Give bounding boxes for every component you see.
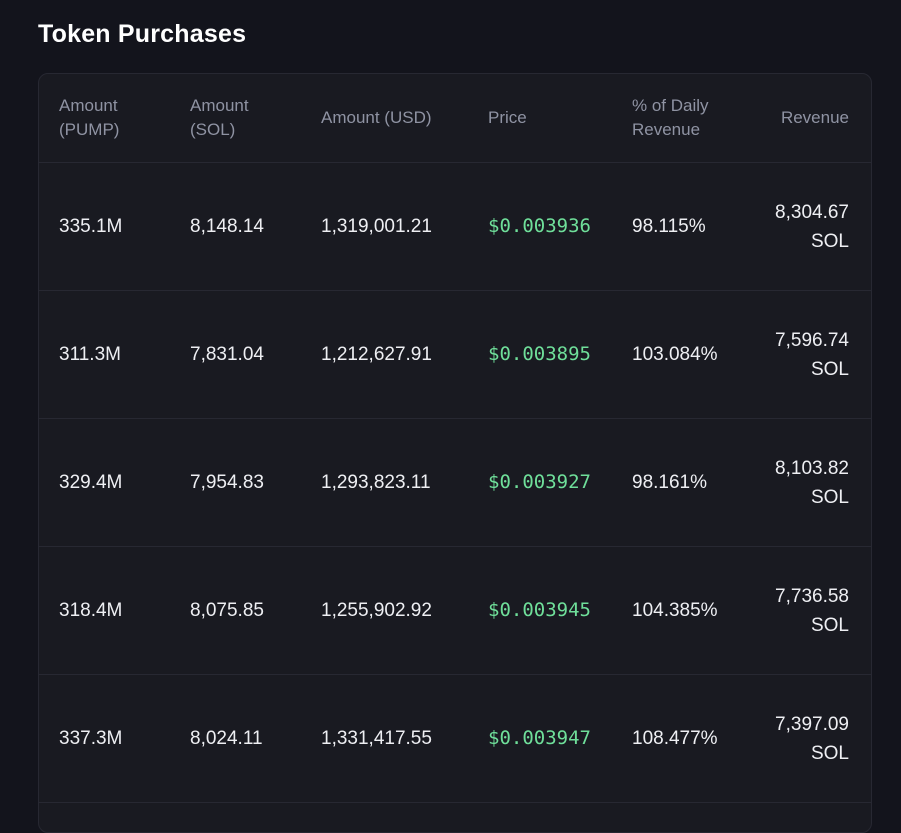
table-row: 337.3M 8,024.11 1,331,417.55 $0.003947 1… <box>39 674 871 803</box>
cell-amount-sol: 8,024.11 <box>190 674 321 803</box>
column-header-line: (SOL) <box>190 120 236 139</box>
column-header-price: Price <box>488 74 632 163</box>
cell-amount-usd: 1,255,902.92 <box>321 546 488 675</box>
column-header-amount-usd: Amount (USD) <box>321 74 488 163</box>
cell-revenue: 8,304.67 SOL <box>774 162 871 291</box>
revenue-value: 8,103.82 <box>775 457 849 479</box>
cell-revenue: 7,736.58 SOL <box>774 546 871 675</box>
table-header-row: Amount (PUMP) Amount (SOL) Amount (USD) … <box>39 74 871 163</box>
cell-price: $0.003947 <box>488 674 632 803</box>
cell-revenue: 7,596.74 SOL <box>774 290 871 419</box>
table-row: 329.4M 7,954.83 1,293,823.11 $0.003927 9… <box>39 418 871 547</box>
cell-revenue: 8,103.82 SOL <box>774 418 871 547</box>
cell-amount-sol: 8,075.85 <box>190 546 321 675</box>
cell-daily-revenue-pct: 98.161% <box>632 418 774 547</box>
column-header-line: Revenue <box>632 120 701 139</box>
cell-amount-usd: 1,319,001.21 <box>321 162 488 291</box>
token-purchases-table-card: Amount (PUMP) Amount (SOL) Amount (USD) … <box>38 73 872 833</box>
revenue-value: 7,397.09 <box>775 713 849 735</box>
column-header-revenue: Revenue <box>774 74 871 163</box>
cell-amount-sol: 7,831.04 <box>190 290 321 419</box>
column-header-line: Amount <box>190 96 249 115</box>
token-purchases-table: Amount (PUMP) Amount (SOL) Amount (USD) … <box>39 74 871 803</box>
revenue-value: 8,304.67 <box>775 201 849 223</box>
column-header-line: Revenue <box>780 108 849 127</box>
cell-daily-revenue-pct: 103.084% <box>632 290 774 419</box>
column-header-amount-sol: Amount (SOL) <box>190 74 321 163</box>
cell-amount-usd: 1,212,627.91 <box>321 290 488 419</box>
cell-amount-pump: 335.1M <box>39 162 190 291</box>
table-row: 311.3M 7,831.04 1,212,627.91 $0.003895 1… <box>39 290 871 419</box>
cell-amount-sol: 8,148.14 <box>190 162 321 291</box>
revenue-value: 7,596.74 <box>775 329 849 351</box>
page-title: Token Purchases <box>38 20 247 48</box>
column-header-line: Amount <box>59 96 118 115</box>
column-header-line: Amount (USD) <box>321 108 432 127</box>
revenue-unit: SOL <box>810 230 849 252</box>
cell-daily-revenue-pct: 104.385% <box>632 546 774 675</box>
column-header-line: % of Daily <box>632 96 709 115</box>
revenue-unit: SOL <box>810 742 849 764</box>
table-row: 318.4M 8,075.85 1,255,902.92 $0.003945 1… <box>39 546 871 675</box>
cell-amount-usd: 1,293,823.11 <box>321 418 488 547</box>
revenue-unit: SOL <box>810 358 849 380</box>
table-row: 335.1M 8,148.14 1,319,001.21 $0.003936 9… <box>39 162 871 291</box>
revenue-unit: SOL <box>810 486 849 508</box>
cell-price: $0.003895 <box>488 290 632 419</box>
cell-price: $0.003945 <box>488 546 632 675</box>
cell-price: $0.003936 <box>488 162 632 291</box>
cell-amount-pump: 337.3M <box>39 674 190 803</box>
cell-amount-pump: 318.4M <box>39 546 190 675</box>
cell-daily-revenue-pct: 98.115% <box>632 162 774 291</box>
revenue-unit: SOL <box>810 614 849 636</box>
cell-amount-pump: 329.4M <box>39 418 190 547</box>
column-header-line: Price <box>488 108 527 127</box>
cell-amount-sol: 7,954.83 <box>190 418 321 547</box>
cell-amount-pump: 311.3M <box>39 290 190 419</box>
column-header-daily-revenue-pct: % of Daily Revenue <box>632 74 774 163</box>
revenue-value: 7,736.58 <box>775 585 849 607</box>
cell-daily-revenue-pct: 108.477% <box>632 674 774 803</box>
column-header-amount-pump: Amount (PUMP) <box>39 74 190 163</box>
column-header-line: (PUMP) <box>59 120 120 139</box>
cell-revenue: 7,397.09 SOL <box>774 674 871 803</box>
cell-price: $0.003927 <box>488 418 632 547</box>
cell-amount-usd: 1,331,417.55 <box>321 674 488 803</box>
